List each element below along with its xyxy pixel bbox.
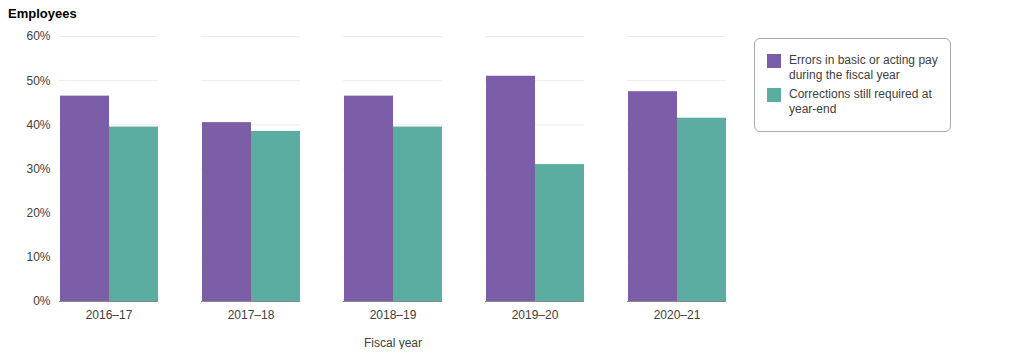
svg-text:40%: 40% xyxy=(26,118,50,132)
svg-text:Fiscal year: Fiscal year xyxy=(364,336,422,350)
html-text:Corrections still required at: Corrections still required at year-end xyxy=(789,87,932,116)
svg-text:30%: 30% xyxy=(26,162,50,176)
svg-text:2016–17: 2016–17 xyxy=(86,308,133,322)
svg-text:2017–18: 2017–18 xyxy=(228,308,275,322)
svg-text:20%: 20% xyxy=(26,206,50,220)
svg-text:60%: 60% xyxy=(26,29,50,43)
svg-text:2019–20: 2019–20 xyxy=(512,308,559,322)
svg-text:2018–19: 2018–19 xyxy=(370,308,417,322)
svg-text:0%: 0% xyxy=(33,294,51,308)
svg-text:2020–21: 2020–21 xyxy=(654,308,701,322)
html-text:Employees: Employees xyxy=(8,6,77,21)
svg-text:10%: 10% xyxy=(26,250,50,264)
svg-text:50%: 50% xyxy=(26,74,50,88)
html-text:Errors in basic or acting pay: Errors in basic or acting pay during the… xyxy=(789,53,938,82)
